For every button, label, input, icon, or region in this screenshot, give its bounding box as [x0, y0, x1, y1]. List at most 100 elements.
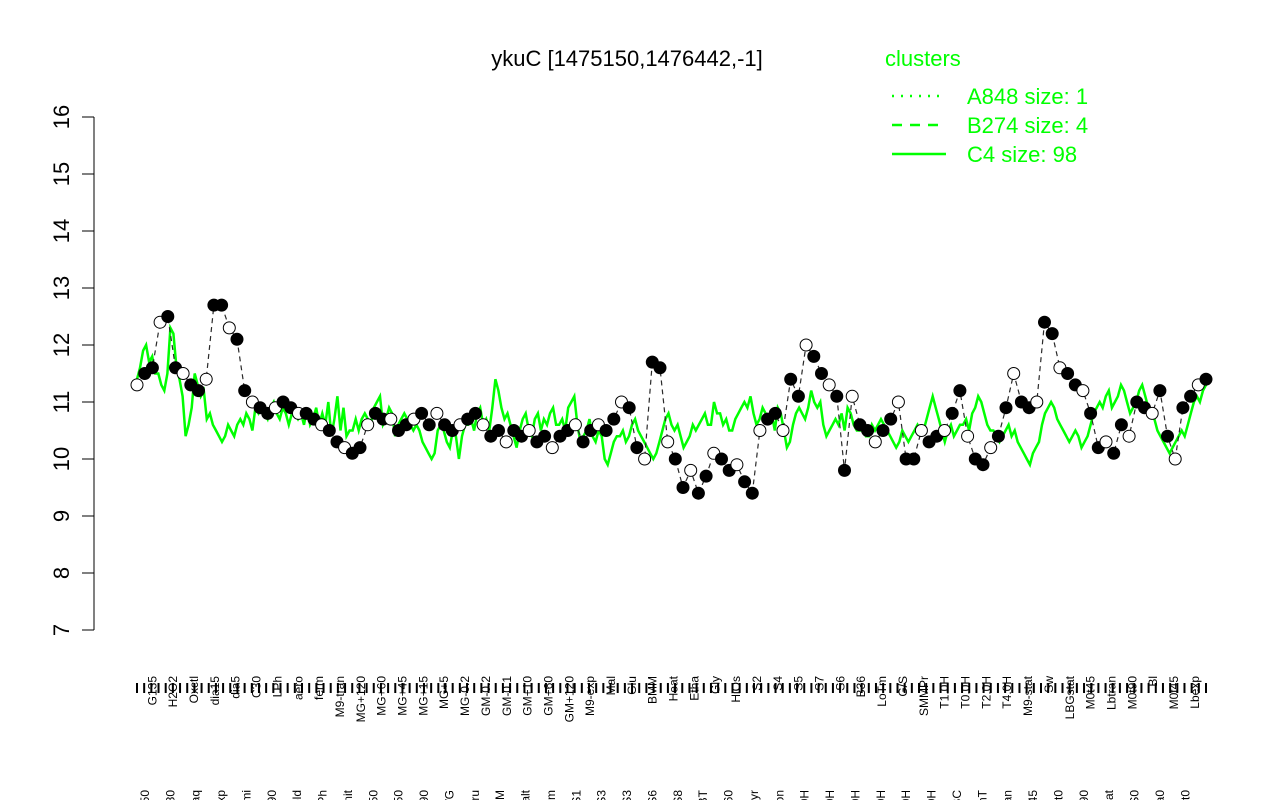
x-tick-label: S6: [833, 676, 847, 691]
data-point: [1145, 406, 1159, 420]
data-point: [361, 418, 375, 432]
x-tick-label: Bl: [1146, 676, 1160, 687]
data-point: [222, 321, 236, 335]
x-tick-label: dia0: [1153, 790, 1167, 800]
data-point: [907, 452, 921, 466]
data-point: [699, 469, 713, 483]
data-point: [1176, 401, 1190, 415]
x-tick-label: MG+120: [354, 676, 368, 723]
y-tick-label: 13: [49, 276, 74, 300]
x-tick-label: M40t45: [1026, 790, 1040, 800]
x-tick-label: MG+150: [392, 790, 406, 800]
x-tick-label: B60: [722, 790, 736, 800]
x-tick-label: dia15: [208, 676, 222, 706]
data-point: [830, 389, 844, 403]
x-tick-label: G150: [138, 790, 152, 800]
x-tick-label: BC: [950, 790, 964, 800]
data-point: [599, 424, 613, 437]
x-tick-label: S8: [671, 790, 685, 800]
data-point: [961, 429, 975, 443]
y-tick-label: 15: [49, 162, 74, 186]
x-tick-label: Fru: [468, 790, 482, 800]
data-point: [1084, 406, 1098, 420]
x-tick-label: Mal: [604, 676, 618, 695]
x-tick-label: G180: [163, 790, 177, 800]
x-tick-label: GM+10: [521, 676, 535, 716]
data-point: [668, 452, 682, 466]
data-point: [884, 412, 898, 426]
x-tick-label: Gly: [708, 676, 722, 694]
x-tick-label: HPh: [316, 790, 330, 800]
x-tick-label: SMMPr: [917, 676, 931, 716]
x-tick-label: T-5.40H: [798, 790, 812, 800]
x-tick-label: T3.0H: [899, 790, 913, 800]
x-tick-label: nit: [341, 789, 355, 800]
data-point: [230, 332, 244, 346]
data-point: [938, 424, 951, 437]
x-tick-label: LPhT: [975, 789, 989, 800]
x-tick-label: HiTm: [544, 790, 558, 800]
y-axis: 7 8 9 10 11 12 13 14 15 16: [49, 105, 95, 636]
x-tick-label: T4.0H: [1000, 676, 1014, 709]
data-point: [1161, 429, 1174, 443]
x-tick-label: BT: [696, 789, 710, 800]
data-point: [914, 424, 928, 437]
data-point: [738, 475, 752, 489]
x-tick-label: C90: [265, 790, 279, 800]
x-tick-label: dia5: [229, 676, 243, 699]
legend: clusters A848 size: 1 B274 size: 4 C4 si…: [885, 46, 1088, 167]
data-point: [1030, 395, 1044, 409]
x-tick-label: MG+60: [375, 676, 389, 716]
data-point: [415, 406, 429, 420]
x-tick-label: MG+15: [416, 676, 430, 716]
x-tick-label: S3: [620, 790, 634, 800]
x-tick-label: S4: [771, 676, 785, 691]
data-point: [145, 361, 159, 375]
data-point: [1122, 429, 1136, 443]
x-tick-label: S6: [646, 790, 660, 800]
data-point: [1045, 327, 1059, 341]
data-point: [622, 401, 636, 415]
data-point: [838, 463, 851, 477]
data-point: [661, 435, 675, 449]
x-tick-label: Mt0: [1178, 790, 1192, 800]
x-tick-label: M9-exp: [583, 676, 597, 716]
data-point: [807, 349, 821, 363]
x-tick-label: G135: [145, 676, 159, 706]
x-tick-label: T5.0H: [925, 790, 939, 800]
x-tick-label: Salt: [519, 789, 533, 800]
data-point: [868, 435, 882, 449]
x-tick-label: MG+90: [417, 790, 431, 800]
x-tick-label: H2O2: [166, 676, 180, 708]
data-point: [322, 424, 336, 437]
x-tick-label: LPh: [270, 676, 284, 697]
data-point: [238, 384, 252, 398]
data-point: [1114, 418, 1128, 432]
x-tick-label: Cold: [290, 790, 304, 800]
data-point: [691, 486, 705, 500]
data-point: [630, 441, 644, 455]
x-tick-label: M9-tran: [333, 676, 347, 717]
data-point: [568, 418, 582, 432]
x-tick-label: T-1.40H: [874, 790, 888, 800]
y-tick-label: 10: [49, 447, 74, 471]
x-axis: G135 H2O2 Oxctl dia15 dia5 C30 LPh aero ferm M9-t…: [136, 675, 1207, 800]
data-point: [545, 441, 559, 455]
data-point: [476, 418, 490, 432]
x-tick-label: HiOs: [729, 676, 743, 703]
data-point: [215, 298, 229, 312]
data-point: [776, 424, 790, 437]
series-line-b274: [136, 304, 1207, 495]
data-point: [753, 424, 767, 437]
x-tick-label: MG+45: [396, 676, 410, 716]
x-tick-label: GM+60: [542, 676, 556, 716]
x-tick-label: Heat: [667, 675, 681, 701]
x-tick-label: Lbstat: [1102, 789, 1116, 800]
x-tick-label: S7: [813, 676, 827, 691]
x-tick-label: M9-stat: [1021, 675, 1035, 716]
y-tick-label: 12: [49, 333, 74, 357]
series-lines: [135, 304, 1208, 495]
data-point: [976, 458, 990, 472]
data-point: [1099, 435, 1113, 449]
data-point: [784, 372, 798, 386]
